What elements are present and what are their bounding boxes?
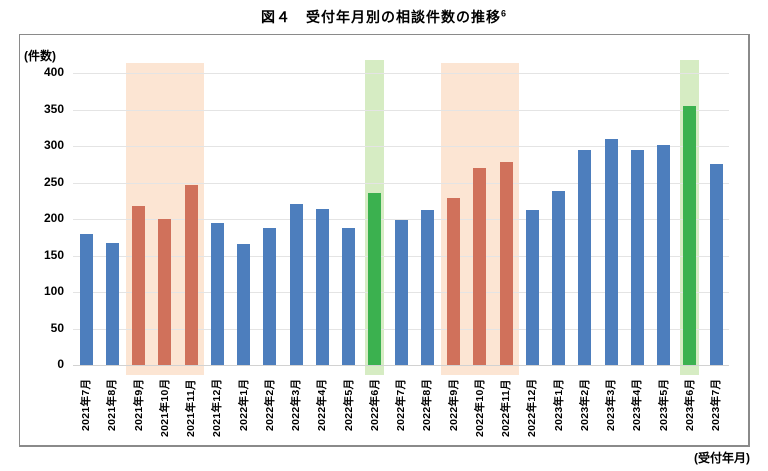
bar-2022年11月 [499,162,513,365]
bar-2022年10月 [473,167,487,365]
y-axis-tick-label: 400 [43,65,64,79]
gridline [73,73,729,74]
figure-title-text: 図４ 受付年月別の相談件数の推移 [260,9,501,25]
x-axis-label: 2021年11月 [185,379,197,437]
x-axis-label: 2022年3月 [290,378,302,431]
bar-2023年5月 [657,145,670,365]
x-axis-label: 2021年9月 [132,378,145,431]
y-axis-tick-label: 350 [43,101,64,116]
x-axis-label: 2022年8月 [421,378,434,431]
gridline [73,146,729,147]
x-axis-label: 2022年11月 [500,379,512,437]
bar-2023年6月 [683,105,697,365]
x-axis-label: 2023年1月 [552,378,565,431]
bar-2022年9月 [447,197,460,365]
x-axis-label: 2021年7月 [80,378,92,431]
bar-2023年3月 [604,139,618,365]
chart-frame: (件数) 0 50 100 150 200 250 300 350 400 2021年7月 2021… [19,34,750,447]
bar-2022年6月 [368,193,382,365]
x-axis-label: 2023年5月 [657,378,670,431]
bar-2023年4月 [630,150,644,365]
x-axis-label: 2023年4月 [631,378,644,431]
bar-2022年3月 [289,203,303,365]
gridline [73,109,729,111]
x-axis-label: 2022年12月 [526,378,539,437]
footnote-marker: 6 [500,8,507,19]
bar-2021年7月 [79,234,93,365]
x-axis-label: 2022年2月 [263,378,276,431]
x-axis-label: 2021年12月 [211,378,224,437]
bar-2021年12月 [210,223,224,365]
x-axis-label: 2022年9月 [447,378,460,431]
x-axis-label: 2022年1月 [237,378,250,431]
x-axis-label: 2023年3月 [605,378,617,431]
x-axis-label: 2021年8月 [106,378,119,431]
y-axis-tick-label: 150 [43,247,64,262]
y-axis-unit-label: (件数) [24,49,56,63]
bar-2021年11月 [184,184,198,365]
x-axis-label: 2022年5月 [342,378,355,431]
bar-2023年7月 [709,163,723,365]
y-axis-tick-label: 250 [43,174,64,189]
x-axis-label: 2021年10月 [158,378,171,437]
bar-2022年4月 [315,208,329,365]
bar-2023年2月 [578,149,592,365]
bar-2023年1月 [552,190,565,365]
x-axis-label: 2022年4月 [316,378,329,431]
bar-2022年1月 [237,243,250,365]
y-axis-tick-label: 300 [43,138,64,152]
x-axis-label: 2022年10月 [473,378,486,437]
x-axis-label: 2022年7月 [395,378,407,431]
plot-area: 0 50 100 150 200 250 300 350 400 2021年7月 2021年8月 20… [20,35,748,445]
y-axis-tick-label: 200 [43,211,64,225]
y-axis-tick-label: 100 [43,284,64,298]
y-axis-tick-label: 0 [57,357,64,371]
x-axis-label: 2023年6月 [683,378,696,431]
bar-2022年5月 [342,228,355,365]
x-axis-unit-label: (受付年月) [694,451,750,465]
x-axis-line [73,365,729,366]
figure-title: 図４ 受付年月別の相談件数の推移6 [0,7,768,27]
x-axis-label: 2022年6月 [368,378,381,431]
bar-2022年7月 [394,219,408,365]
gridline [73,182,729,184]
x-axis-label: 2023年2月 [578,378,591,431]
gridline [73,219,729,220]
bar-2021年10月 [158,219,172,365]
y-axis-tick-label: 50 [50,320,64,335]
bar-2022年2月 [263,227,277,365]
bar-2021年9月 [132,205,145,365]
bar-2022年12月 [525,209,539,365]
bar-2021年8月 [105,243,119,365]
bar-2022年8月 [420,210,434,365]
x-axis-label: 2023年7月 [710,378,722,431]
